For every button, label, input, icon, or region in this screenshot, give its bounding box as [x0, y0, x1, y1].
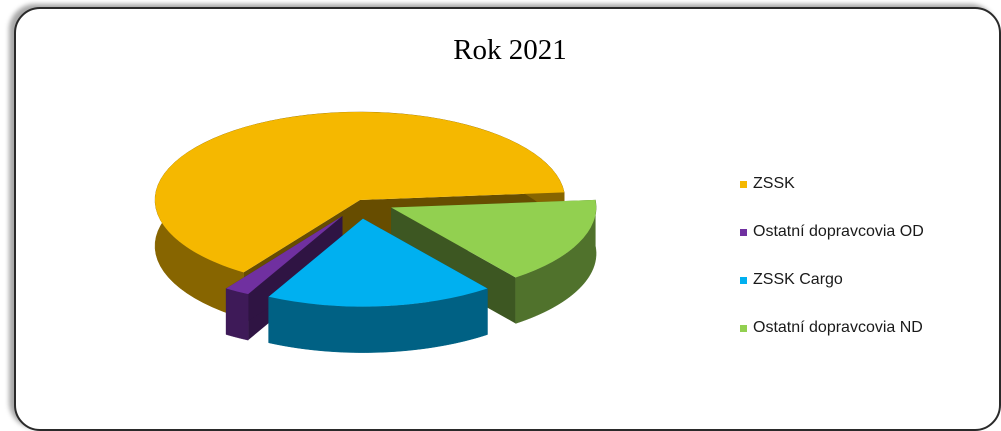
slice-top-face [226, 216, 343, 295]
legend-label: ZSSK Cargo [753, 271, 843, 288]
pie-slice [268, 218, 488, 353]
slice-cut-face [226, 216, 343, 335]
slice-top-face [155, 112, 565, 273]
legend-item-zssk: ZSSK [740, 160, 924, 208]
legend-swatch [740, 228, 747, 236]
chart-title: Rok 2021 [453, 34, 567, 66]
legend-swatch [740, 180, 747, 188]
legend-swatch [740, 276, 747, 284]
legend: ZSSK Ostatní dopravcovia OD ZSSK Cargo O… [740, 160, 924, 352]
legend-swatch [740, 324, 747, 332]
legend-item-zssk-cargo: ZSSK Cargo [740, 256, 924, 304]
legend-label: Ostatní dopravcovia OD [753, 223, 924, 240]
legend-label: ZSSK [753, 175, 795, 192]
pie-chart [154, 111, 597, 353]
slice-side-wall [225, 288, 249, 341]
legend-label: Ostatní dopravcovia ND [753, 319, 923, 336]
legend-item-ostatni-nd: Ostatní dopravcovia ND [740, 304, 924, 352]
slice-top-face [268, 218, 488, 307]
slice-top-face [391, 199, 597, 278]
legend-item-ostatni-od: Ostatní dopravcovia OD [740, 208, 924, 256]
